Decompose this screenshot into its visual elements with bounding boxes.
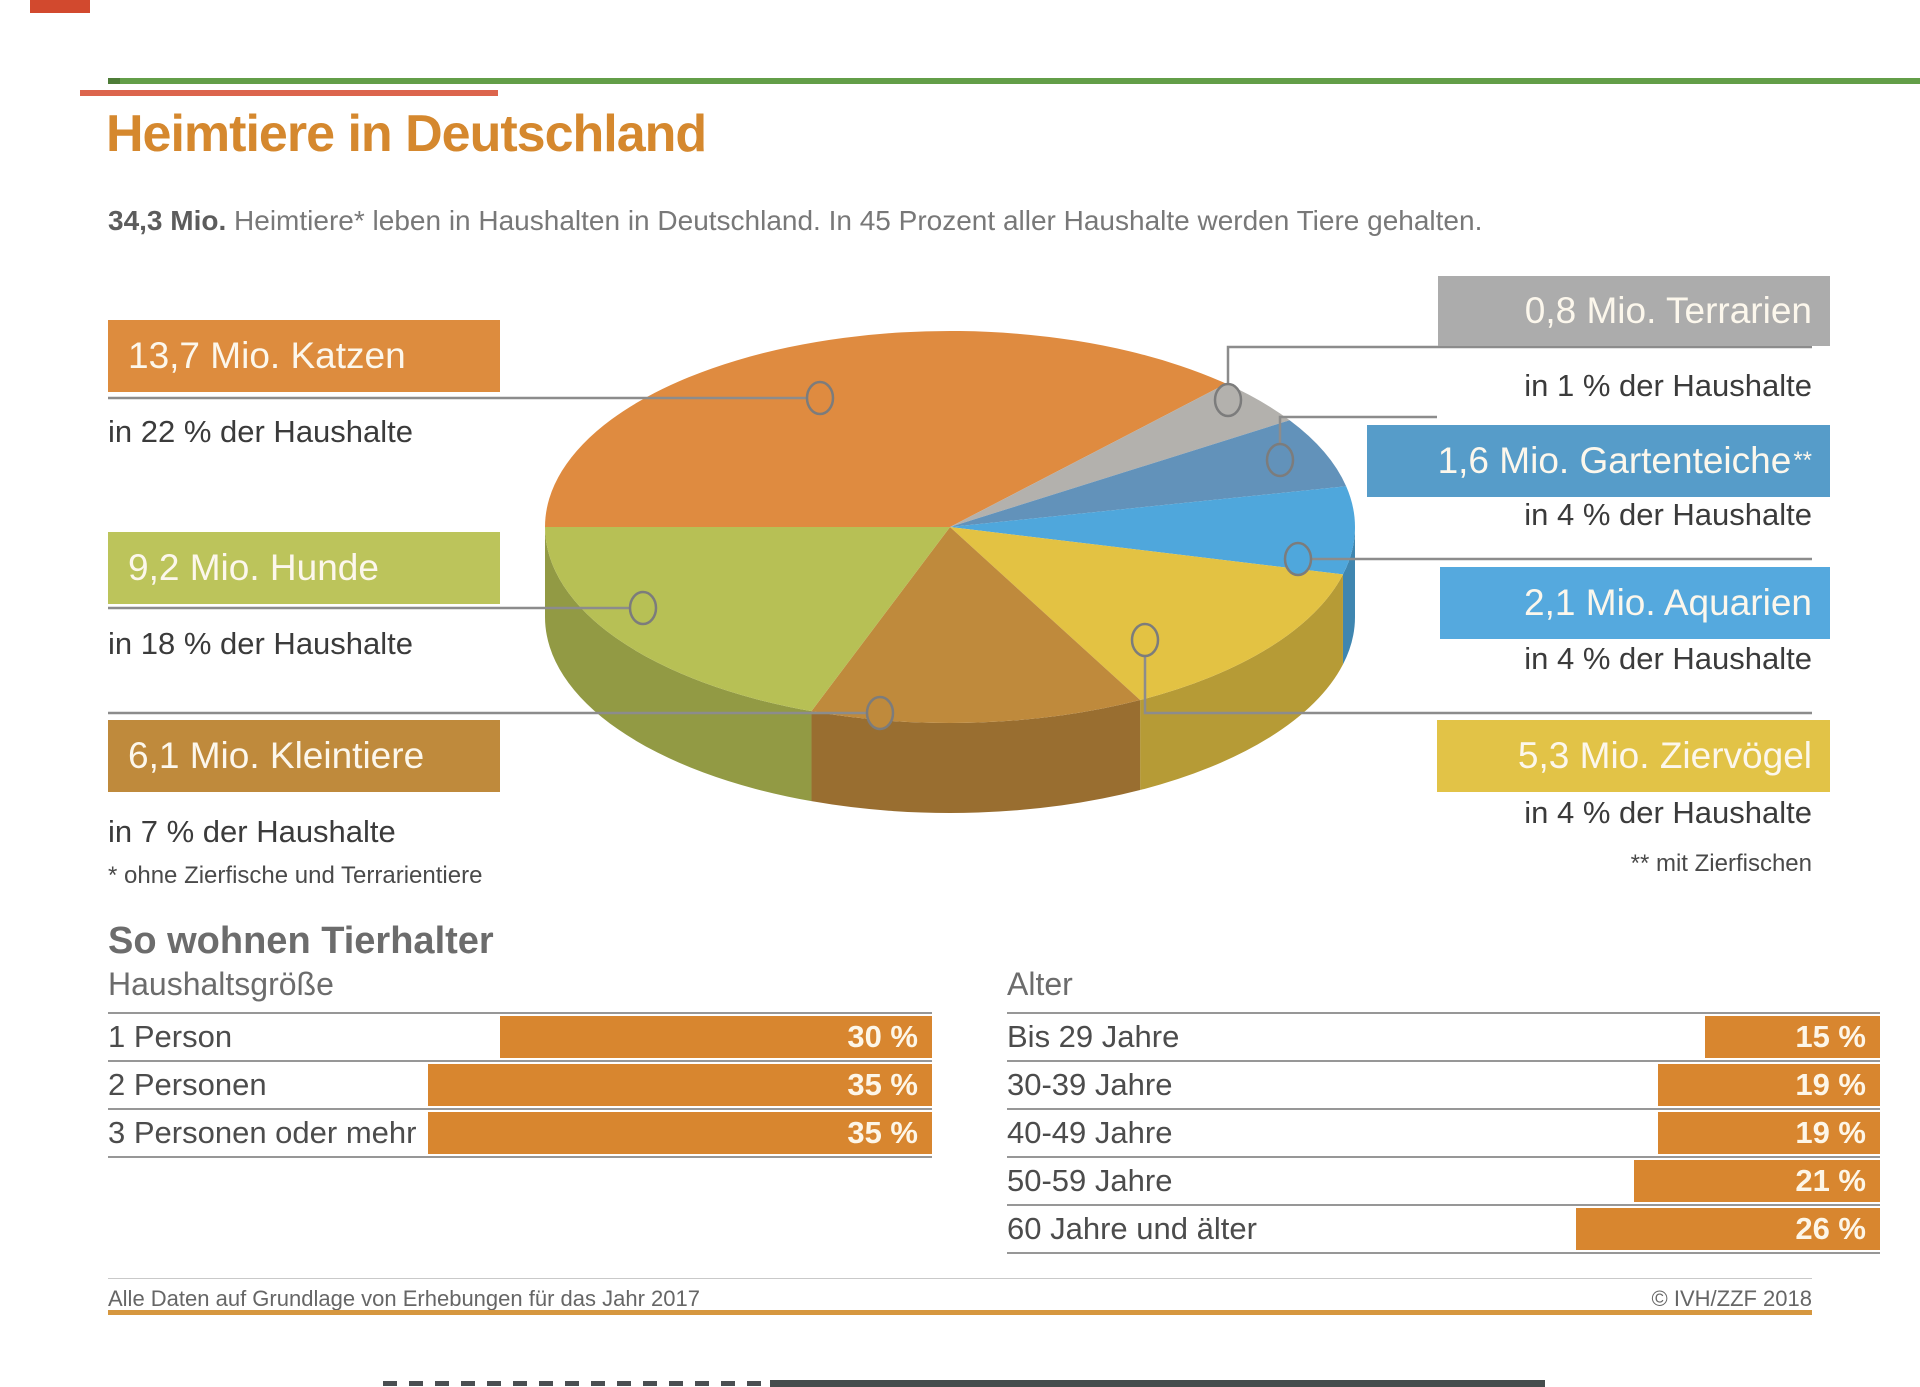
leader-line-terrarien [1226, 345, 1812, 400]
row-label: 3 Personen oder mehr [108, 1115, 417, 1150]
pie-side-ziervögel [1140, 574, 1343, 791]
label-box-gartenteiche: 1,6 Mio. Gartenteiche ** [1367, 425, 1830, 497]
footer-divider [108, 1278, 1812, 1279]
row-bar: 19 % [1657, 1064, 1880, 1106]
table-row: Bis 29 Jahre 15 % [1007, 1012, 1880, 1060]
leader-dot-hunde [628, 590, 658, 626]
row-bar: 35 % [428, 1112, 932, 1154]
pie-slice-ziervögel [950, 527, 1343, 701]
cropped-red-mark [30, 0, 90, 13]
row-value: 19 % [1795, 1115, 1866, 1150]
sublabel-kleintiere: in 7 % der Haushalte [108, 814, 396, 849]
page-subtitle: 34,3 Mio. Heimtiere* leben in Haushalten… [108, 205, 1482, 237]
sublabel-gartenteiche: in 4 % der Haushalte [1524, 497, 1812, 532]
pie-side-hunde [545, 527, 812, 802]
label-kleintiere: 6,1 Mio. Kleintiere [128, 735, 425, 776]
subtitle-rest: Heimtiere* leben in Haushalten in Deutsc… [226, 205, 1483, 236]
leader-dot-kleintiere [865, 695, 895, 731]
pie-side-aquarien [1342, 527, 1355, 665]
label-box-terrarien: 0,8 Mio. Terrarien [1438, 276, 1830, 346]
row-bar: 21 % [1634, 1160, 1880, 1202]
pie-side-kleintiere [811, 700, 1141, 813]
row-value: 30 % [847, 1019, 918, 1054]
subtitle-bold: 34,3 Mio. [108, 205, 227, 236]
footnote-left: * ohne Zierfische und Terrarientiere [108, 862, 483, 889]
pie-slice-hunde [545, 527, 950, 712]
label-box-ziervoegel: 5,3 Mio. Ziervögel [1437, 720, 1830, 792]
row-value: 35 % [847, 1115, 918, 1150]
sublabel-katzen: in 22 % der Haushalte [108, 414, 414, 449]
leader-dot-terrarien [1213, 382, 1243, 418]
label-aquarien: 2,1 Mio. Aquarien [1524, 582, 1812, 623]
label-ziervoegel: 5,3 Mio. Ziervögel [1517, 735, 1812, 776]
footer-source: Alle Daten auf Grundlage von Erhebungen … [108, 1286, 700, 1311]
row-label: 40-49 Jahre [1007, 1115, 1173, 1150]
row-label: 50-59 Jahre [1007, 1163, 1173, 1198]
row-value: 35 % [847, 1067, 918, 1102]
row-bar: 35 % [428, 1064, 932, 1106]
table-row: 30-39 Jahre 19 % [1007, 1060, 1880, 1108]
top-divider-line-cap [108, 78, 120, 84]
row-label: 2 Personen [108, 1067, 267, 1102]
row-value: 26 % [1795, 1211, 1866, 1246]
leader-line-ziervögel [1143, 640, 1812, 715]
footer-copyright: © IVH/ZZF 2018 [1651, 1286, 1812, 1311]
row-bar: 26 % [1575, 1208, 1880, 1250]
label-box-katzen: 13,7 Mio. Katzen [108, 320, 500, 392]
footer-orange-line [108, 1310, 1812, 1315]
table-row: 40-49 Jahre 19 % [1007, 1108, 1880, 1156]
table-alter-header: Alter [1007, 966, 1073, 1002]
cropped-red-sliver [80, 90, 498, 96]
sublabel-aquarien: in 4 % der Haushalte [1524, 641, 1812, 676]
label-hunde: 9,2 Mio. Hunde [128, 547, 379, 588]
sublabel-terrarien: in 1 % der Haushalte [1524, 368, 1812, 403]
row-label: 60 Jahre und älter [1007, 1211, 1257, 1246]
leader-dot-aquarien [1283, 541, 1313, 577]
row-label: Bis 29 Jahre [1007, 1019, 1180, 1054]
label-box-hunde: 9,2 Mio. Hunde [108, 532, 500, 604]
pie-slice-aquarien [950, 486, 1355, 575]
table-row: 1 Person 30 % [108, 1012, 932, 1060]
page-title: Heimtiere in Deutschland [106, 105, 707, 163]
leader-dot-katzen [805, 380, 835, 416]
table-row: 2 Personen 35 % [108, 1060, 932, 1108]
row-label: 30-39 Jahre [1007, 1067, 1173, 1102]
label-katzen: 13,7 Mio. Katzen [128, 335, 406, 376]
row-value: 15 % [1795, 1019, 1866, 1054]
table-alter: Bis 29 Jahre 15 % 30-39 Jahre 19 % 40-49… [1007, 1012, 1880, 1254]
leader-dot-ziervögel [1130, 622, 1160, 658]
leader-dot-gartenteiche [1265, 442, 1295, 478]
label-gartenteiche: 1,6 Mio. Gartenteiche [1437, 440, 1792, 481]
pie-slice-gartenteiche [950, 420, 1347, 527]
row-bar: 19 % [1657, 1112, 1880, 1154]
cropped-bottom-bar [770, 1380, 1545, 1387]
top-divider-line [108, 78, 1920, 84]
table-haushalt-header: Haushaltsgröße [108, 966, 334, 1002]
label-terrarien: 0,8 Mio. Terrarien [1524, 290, 1812, 331]
row-value: 19 % [1795, 1067, 1866, 1102]
sublabel-ziervoegel: in 4 % der Haushalte [1524, 795, 1812, 830]
pie-slice-terrarien [950, 383, 1290, 527]
sublabel-hunde: in 18 % der Haushalte [108, 626, 414, 661]
label-box-aquarien: 2,1 Mio. Aquarien [1440, 567, 1830, 639]
row-label: 1 Person [108, 1019, 233, 1054]
pie-slice-kleintiere [811, 527, 1141, 723]
table-row: 3 Personen oder mehr 35 % [108, 1108, 932, 1158]
row-value: 21 % [1795, 1163, 1866, 1198]
table-row: 50-59 Jahre 21 % [1007, 1156, 1880, 1204]
label-box-kleintiere: 6,1 Mio. Kleintiere [108, 720, 500, 792]
row-bar: 30 % [500, 1016, 932, 1058]
table-haushaltsgroesse: 1 Person 30 % 2 Personen 35 % 3 Personen… [108, 1012, 932, 1158]
row-bar: 15 % [1704, 1016, 1880, 1058]
pie-slice-katzen [545, 330, 1227, 527]
section-title: So wohnen Tierhalter [108, 920, 494, 962]
table-row: 60 Jahre und älter 26 % [1007, 1204, 1880, 1254]
footnote-right: ** mit Zierfischen [1630, 850, 1812, 877]
cropped-bottom-dots [383, 1381, 770, 1386]
